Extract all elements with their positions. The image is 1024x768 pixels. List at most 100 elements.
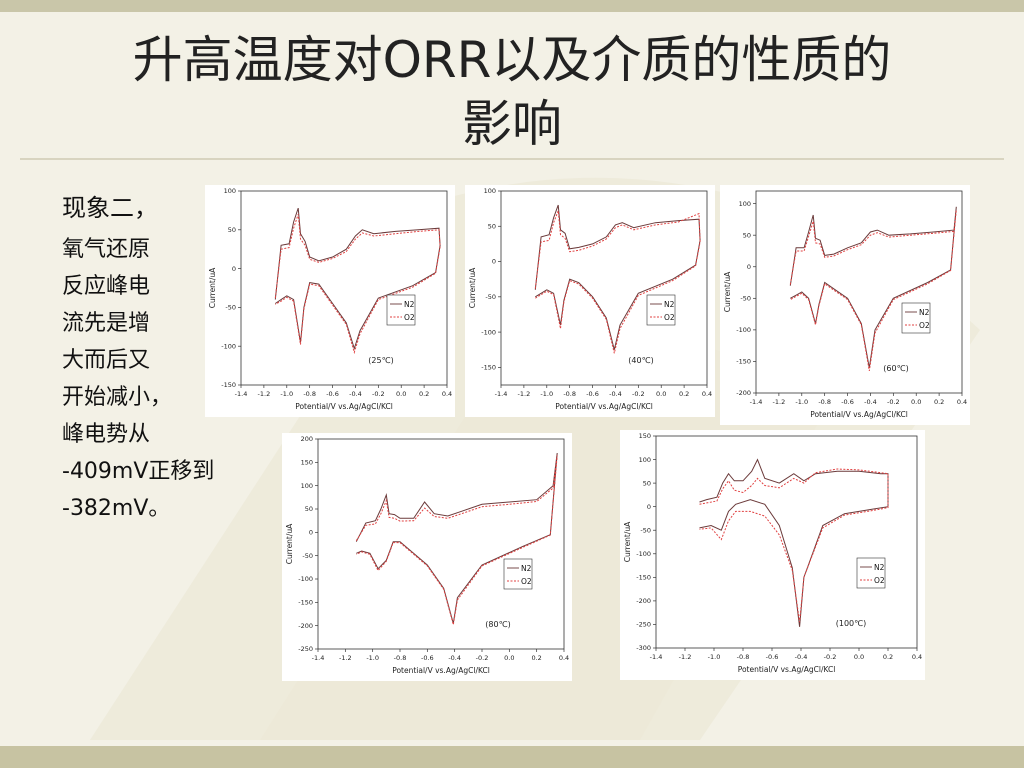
cv-plot-60c-svg: -1.4 -1.2 -1.0 -0.8 -0.6 -0.4 -0.2 0.0 0.2 0.4 100… <box>723 190 967 419</box>
series-line-o2 <box>534 210 701 354</box>
x-tick-label: -0.8 <box>737 653 750 661</box>
title-line-2: 影响 <box>462 95 562 153</box>
y-tick-label: -150 <box>298 599 313 607</box>
x-tick-label: 0.2 <box>419 390 429 398</box>
y-tick-label: 50 <box>305 505 313 513</box>
temperature-annotation: (40℃) <box>628 356 653 365</box>
y-tick-label: -200 <box>298 622 313 630</box>
legend-box <box>901 302 931 334</box>
y-tick-label: -150 <box>221 381 236 389</box>
x-tick-label: -0.8 <box>303 390 316 398</box>
legend-label-n2: N2 <box>521 564 532 573</box>
y-tick-label: 100 <box>739 200 751 208</box>
x-tick-label: -0.4 <box>349 390 362 398</box>
temperature-annotation: (25℃) <box>368 356 393 365</box>
legend-box <box>386 294 416 326</box>
body-line: 现象二， <box>62 194 158 222</box>
x-tick-label: -1.2 <box>518 390 531 398</box>
x-tick-label: -1.0 <box>366 654 379 662</box>
body-line: 大而后又 <box>62 348 151 373</box>
x-tick-label: -0.2 <box>632 390 645 398</box>
body-line: -409mV正移到 <box>62 459 215 484</box>
title-divider <box>20 158 1004 160</box>
x-tick-label: -0.8 <box>563 390 576 398</box>
y-tick-label: -50 <box>640 526 651 534</box>
y-axis-label: Current/uA <box>623 521 632 562</box>
y-tick-label: -200 <box>736 389 751 397</box>
x-tick-label: -1.0 <box>280 390 293 398</box>
top-band <box>0 0 1024 12</box>
x-axis-label: Potential/V vs.Ag/AgCl/KCl <box>738 665 836 674</box>
legend-label-n2: N2 <box>664 300 675 309</box>
x-tick-label: 0.2 <box>679 390 689 398</box>
x-tick-label: 0.0 <box>656 390 666 398</box>
legend-label-o2: O2 <box>521 577 532 586</box>
x-tick-label: 0.4 <box>702 390 712 398</box>
cv-plot-60c: -1.4 -1.2 -1.0 -0.8 -0.6 -0.4 -0.2 0.0 0.2 0.4 100… <box>720 185 970 425</box>
y-tick-label: -300 <box>636 644 651 652</box>
x-tick-label: -0.6 <box>766 653 779 661</box>
x-tick-label: 0.0 <box>396 390 406 398</box>
y-tick-label: 0 <box>647 503 651 511</box>
y-tick-label: -250 <box>298 645 313 653</box>
x-tick-label: 0.0 <box>911 398 921 406</box>
x-tick-label: -0.2 <box>824 653 837 661</box>
y-tick-label: 50 <box>743 231 751 239</box>
y-tick-label: -150 <box>636 574 651 582</box>
y-tick-label: 100 <box>301 482 313 490</box>
x-tick-label: -1.4 <box>495 390 508 398</box>
y-tick-label: -50 <box>740 295 751 303</box>
x-tick-label: -0.4 <box>609 390 622 398</box>
legend-box <box>646 294 676 326</box>
x-tick-label: 0.4 <box>912 653 922 661</box>
x-tick-label: -0.4 <box>864 398 877 406</box>
y-axis-label: Current/uA <box>285 523 294 564</box>
y-tick-label: -100 <box>636 550 651 558</box>
legend-label-n2: N2 <box>404 300 415 309</box>
cv-plot-80c-svg: -1.4 -1.2 -1.0 -0.8 -0.6 -0.4 -0.2 0.0 0.2 0.4 200… <box>285 435 569 675</box>
x-tick-label: -0.8 <box>394 654 407 662</box>
series-line-n2 <box>789 206 957 368</box>
legend-label-o2: O2 <box>919 321 930 330</box>
y-tick-label: 50 <box>488 222 496 230</box>
y-tick-label: 0 <box>492 258 496 266</box>
y-axis-label: Current/uA <box>208 267 217 308</box>
x-tick-label: -0.6 <box>421 654 434 662</box>
plot-frame <box>655 435 918 649</box>
y-tick-label: -50 <box>485 293 496 301</box>
y-tick-label: -250 <box>636 621 651 629</box>
y-tick-label: -100 <box>736 326 751 334</box>
x-tick-label: -1.0 <box>795 398 808 406</box>
cv-plot-40c: -1.4 -1.2 -1.0 -0.8 -0.6 -0.4 -0.2 0.0 0.2 0.4 100… <box>465 185 715 417</box>
x-tick-label: 0.2 <box>934 398 944 406</box>
y-tick-label: -100 <box>298 575 313 583</box>
y-tick-label: 0 <box>232 265 236 273</box>
bottom-band <box>0 746 1024 768</box>
series-line-o2 <box>274 214 441 355</box>
x-tick-label: -0.8 <box>818 398 831 406</box>
body-line: 峰电势从 <box>62 422 151 447</box>
legend-label-o2: O2 <box>404 313 415 322</box>
x-tick-label: -0.2 <box>887 398 900 406</box>
x-tick-label: -1.2 <box>258 390 271 398</box>
x-axis-label: Potential/V vs.Ag/AgCl/KCl <box>295 402 393 411</box>
y-tick-label: 150 <box>301 459 313 467</box>
cv-plot-80c: -1.4 -1.2 -1.0 -0.8 -0.6 -0.4 -0.2 0.0 0.2 0.4 200… <box>282 433 572 681</box>
y-tick-label: -150 <box>736 358 751 366</box>
y-tick-label: 150 <box>639 432 651 440</box>
x-tick-label: 0.4 <box>559 654 569 662</box>
y-tick-label: -50 <box>302 552 313 560</box>
cv-plot-25c: -1.4 -1.2 -1.0 -0.8 -0.6 -0.4 -0.2 0.0 0.2 0.4 100… <box>205 185 455 417</box>
temperature-annotation: (100℃) <box>836 619 867 628</box>
x-tick-label: 0.4 <box>442 390 452 398</box>
y-tick-label: -50 <box>225 304 236 312</box>
plot-frame <box>317 438 565 650</box>
plot-frame <box>755 190 963 394</box>
x-tick-label: -1.2 <box>679 653 692 661</box>
x-tick-label: 0.2 <box>883 653 893 661</box>
cv-plot-100c-svg: -1.4 -1.2 -1.0 -0.8 -0.6 -0.4 -0.2 0.0 0.2 0.4 150… <box>623 432 922 674</box>
y-tick-label: 0 <box>309 529 313 537</box>
y-axis-label: Current/uA <box>468 267 477 308</box>
body-line: 开始减小， <box>62 385 173 410</box>
x-tick-label: -1.0 <box>540 390 553 398</box>
